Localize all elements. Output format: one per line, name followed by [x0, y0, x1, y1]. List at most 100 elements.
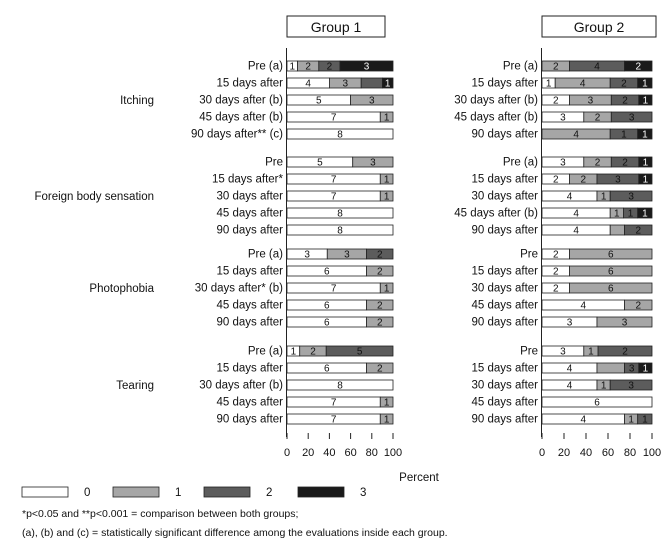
symptom-label: Foreign body sensation	[34, 191, 154, 203]
bar-count-label: 4	[580, 301, 586, 312]
bar-count-label: 7	[331, 284, 337, 295]
legend-item: 1	[112, 486, 181, 499]
row-label: 30 days after	[472, 283, 539, 295]
bar-segment-1	[379, 111, 394, 123]
bar-count-label: 6	[608, 284, 614, 295]
bar-count-label: 1	[642, 209, 648, 220]
bar-count-label: 3	[622, 318, 628, 329]
bar-count-label: 1	[291, 347, 297, 358]
bar-count-label: 3	[628, 192, 634, 203]
legend-item: 0	[21, 486, 90, 499]
bar-segment-1	[569, 265, 653, 277]
bar-segment-2	[360, 77, 383, 89]
x-tick-label: 20	[558, 447, 570, 459]
bar-count-label: 1	[588, 347, 594, 358]
bar-count-label: 2	[595, 113, 601, 124]
bar-count-label: 6	[608, 250, 614, 261]
bar-segment-1	[379, 413, 394, 425]
bar-count-label: 1	[628, 209, 634, 220]
bar-count-label: 1	[384, 192, 390, 203]
bar-count-label: 2	[377, 267, 383, 278]
bar-count-label: 2	[377, 318, 383, 329]
row-label: 90 days after	[217, 317, 284, 329]
symptom-group: Pre 3 1 215 days after 4 3 130 days after 4 1 345…	[472, 345, 653, 426]
row-label: 45 days after (b)	[454, 112, 538, 124]
bar-count-label: 1	[601, 381, 607, 392]
legend-swatch	[297, 486, 345, 498]
x-tick-label: 20	[302, 447, 314, 459]
bar-segment-0	[541, 396, 653, 408]
row-label: 90 days after	[472, 414, 539, 426]
legend-label: 1	[175, 487, 181, 499]
legend-item: 2	[203, 486, 272, 499]
bar-count-label: 1	[601, 192, 607, 203]
bar-count-label: 4	[305, 79, 311, 90]
bar-count-label: 5	[317, 158, 323, 169]
x-tick-label: 80	[366, 447, 378, 459]
bar-segment-1	[379, 190, 394, 202]
bar-count-label: 8	[337, 381, 343, 392]
row-label: 90 days after	[217, 225, 284, 237]
row-label: Pre (a)	[248, 61, 283, 73]
bar-count-label: 2	[595, 158, 601, 169]
x-tick-label: 80	[624, 447, 636, 459]
row-label: Pre	[520, 346, 538, 358]
bar-count-label: 2	[622, 158, 628, 169]
row-label: 15 days after	[472, 266, 539, 278]
bar-count-label: 4	[567, 192, 573, 203]
bar-count-label: 8	[337, 130, 343, 141]
bar-count-label: 2	[553, 96, 559, 107]
bar-segment-0	[286, 379, 394, 391]
bar-count-label: 4	[567, 364, 573, 375]
symptom-label: Itching	[120, 95, 154, 107]
chart-legend: 0 1 2 3	[21, 486, 366, 499]
bar-count-label: 3	[560, 113, 566, 124]
bar-count-label: 5	[357, 347, 363, 358]
bar-count-label: 2	[553, 175, 559, 186]
bar-count-label: 3	[364, 62, 370, 73]
bar-segment-1	[352, 156, 394, 168]
symptom-label: Photophobia	[89, 283, 154, 295]
bar-segment-1	[379, 282, 394, 294]
bar-count-label: 2	[635, 226, 641, 237]
bar-count-label: 2	[580, 175, 586, 186]
bar-count-label: 3	[560, 158, 566, 169]
panel-title: Group 2	[574, 19, 625, 35]
bar-count-label: 1	[643, 158, 649, 169]
bar-count-label: 6	[324, 267, 330, 278]
row-label: 30 days after	[472, 191, 539, 203]
row-label: 45 days after	[472, 300, 539, 312]
row-label: 45 days after	[217, 300, 284, 312]
bar-count-label: 4	[594, 62, 600, 73]
bar-count-label: 5	[316, 96, 322, 107]
bar-segment-2	[597, 345, 653, 357]
x-tick-label: 0	[539, 447, 545, 459]
bar-segment-1	[366, 316, 394, 328]
x-tick-label: 40	[323, 447, 335, 459]
bar-count-label: 4	[573, 209, 579, 220]
bar-segment-2	[325, 345, 394, 357]
bar-segment-0	[286, 128, 394, 140]
row-label: 30 days after (b)	[454, 95, 538, 107]
bar-segment-2	[609, 190, 653, 202]
bar-segment-1	[379, 173, 394, 185]
bar-count-label: 1	[643, 96, 649, 107]
bar-segment-3	[638, 362, 653, 374]
bar-count-label: 6	[324, 301, 330, 312]
bar-count-label: 3	[567, 318, 573, 329]
bar-count-label: 2	[377, 250, 383, 261]
bar-segment-1	[596, 362, 625, 374]
bar-segment-1	[624, 299, 653, 311]
bar-count-label: 1	[384, 113, 390, 124]
row-label: 30 days after* (b)	[195, 283, 283, 295]
bar-count-label: 2	[310, 347, 316, 358]
bar-segment-3	[638, 173, 653, 185]
bar-segment-3	[637, 77, 653, 89]
bar-count-label: 1	[384, 284, 390, 295]
footnote-within-group: (a), (b) and (c) = statistically signifi…	[22, 527, 448, 539]
bar-count-label: 6	[608, 267, 614, 278]
x-axis: 0 20 40 60 80 100	[284, 433, 402, 459]
bar-segment-1	[350, 94, 394, 106]
bar-count-label: 2	[553, 284, 559, 295]
